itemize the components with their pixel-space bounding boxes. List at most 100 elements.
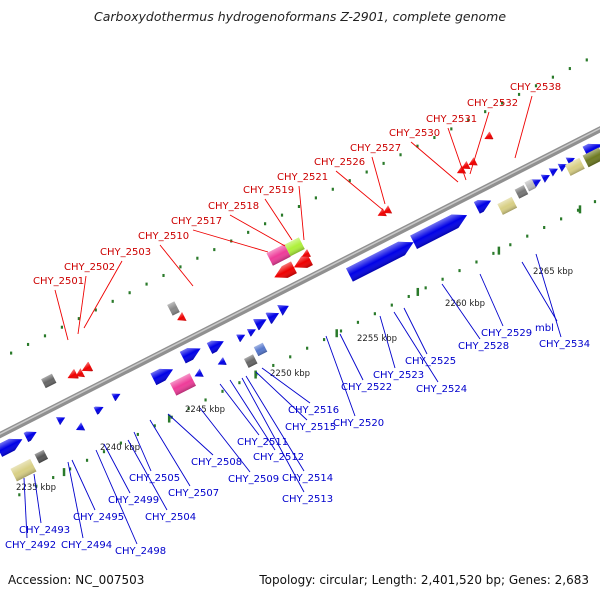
gray-feature[interactable] [514, 185, 529, 199]
gene-label[interactable]: CHY_2509 [228, 474, 279, 485]
reverse-gene[interactable] [175, 312, 187, 325]
forward-gene[interactable] [557, 160, 569, 172]
gene-label[interactable]: CHY_2529 [481, 328, 532, 339]
pink-feature[interactable] [170, 373, 196, 396]
forward-gene[interactable] [150, 364, 176, 386]
tick-mark-bottom [238, 381, 241, 385]
forward-gene[interactable] [23, 428, 39, 442]
gene-label[interactable]: CHY_2516 [288, 405, 339, 416]
tick-mark-bottom [306, 346, 309, 350]
gene-label[interactable]: CHY_2504 [145, 512, 196, 523]
forward-gene[interactable] [473, 195, 494, 214]
gene-label[interactable]: CHY_2508 [191, 457, 242, 468]
gene-label[interactable]: CHY_2513 [282, 494, 333, 505]
gene-label[interactable]: CHY_2512 [253, 452, 304, 463]
gene-label[interactable]: mbl [535, 323, 554, 334]
gene-label[interactable]: CHY_2498 [115, 546, 166, 557]
gene-label[interactable]: CHY_2507 [168, 488, 219, 499]
gene-label[interactable]: CHY_2505 [129, 473, 180, 484]
forward-gene[interactable] [216, 357, 227, 368]
gene-label[interactable]: CHY_2528 [458, 341, 509, 352]
tick-mark-bottom [221, 389, 224, 393]
forward-gene[interactable] [265, 308, 282, 324]
forward-gene[interactable] [540, 171, 552, 183]
gray-feature-shading [167, 301, 180, 316]
forward-gene[interactable] [410, 208, 470, 250]
forward-gene[interactable] [548, 165, 560, 177]
gene-label[interactable]: CHY_2523 [373, 370, 424, 381]
lime-feature[interactable] [284, 237, 305, 257]
reverse-gene[interactable] [271, 261, 297, 284]
forward-gene[interactable] [55, 414, 67, 426]
gene-label[interactable]: CHY_2494 [61, 540, 112, 551]
gene-label[interactable]: CHY_2510 [138, 231, 189, 242]
forward-gene[interactable] [246, 326, 258, 337]
tick-mark-top [60, 325, 64, 329]
reverse-gene[interactable] [300, 249, 311, 260]
forward-gene[interactable] [179, 343, 204, 364]
forward-gene[interactable] [93, 403, 106, 415]
reverse-gene[interactable] [381, 205, 393, 217]
tick-mark-top [534, 84, 538, 88]
gene-label[interactable]: CHY_2530 [389, 128, 440, 139]
gene-label[interactable]: CHY_2493 [19, 525, 70, 536]
gene-label[interactable]: CHY_2527 [350, 143, 401, 154]
scale-tick [416, 287, 420, 296]
gene-label[interactable]: CHY_2526 [314, 157, 365, 168]
gene-label[interactable]: CHY_2501 [33, 276, 84, 287]
reverse-gene[interactable] [80, 361, 93, 375]
reverse-gene[interactable] [73, 368, 85, 381]
gene-label[interactable]: CHY_2524 [416, 384, 467, 395]
gene-label[interactable]: CHY_2492 [5, 540, 56, 551]
forward-gene[interactable] [206, 336, 227, 354]
reverse-gene-shading [484, 131, 494, 140]
forward-gene[interactable] [346, 236, 417, 282]
forward-gene[interactable] [565, 154, 577, 166]
tick-mark-bottom [576, 208, 580, 212]
reverse-gene[interactable] [455, 165, 467, 177]
gene-label[interactable]: CHY_2521 [277, 172, 328, 183]
forward-gene[interactable] [74, 422, 86, 434]
reverse-gene[interactable] [291, 253, 313, 273]
khaki-feature[interactable] [497, 196, 518, 215]
forward-gene[interactable] [111, 390, 123, 402]
khaki-feature[interactable] [10, 458, 37, 482]
gene-label[interactable]: CHY_2520 [333, 418, 384, 429]
gene-label[interactable]: CHY_2525 [405, 356, 456, 367]
gene-label[interactable]: CHY_2515 [285, 422, 336, 433]
reverse-gene[interactable] [466, 157, 478, 169]
forward-gene[interactable] [236, 331, 247, 342]
reverse-gene[interactable] [483, 131, 494, 143]
gene-label[interactable]: CHY_2514 [282, 473, 333, 484]
gene-label[interactable]: CHY_2522 [341, 382, 392, 393]
gene-label[interactable]: CHY_2502 [64, 262, 115, 273]
forward-gene[interactable] [0, 434, 25, 457]
gray-feature[interactable] [41, 373, 57, 389]
reverse-gene[interactable] [376, 208, 387, 220]
gene-label[interactable]: CHY_2503 [100, 247, 151, 258]
gray-feature[interactable] [167, 301, 180, 316]
khaki-feature[interactable] [565, 157, 585, 176]
gene-label[interactable]: CHY_2517 [171, 216, 222, 227]
scale-tick [62, 468, 66, 477]
forward-gene[interactable] [277, 301, 291, 316]
pink-feature[interactable] [266, 244, 291, 266]
gray-feature[interactable] [524, 178, 537, 192]
gene-label[interactable]: CHY_2538 [510, 82, 561, 93]
gene-label[interactable]: CHY_2495 [73, 512, 124, 523]
gene-label[interactable]: CHY_2511 [237, 437, 288, 448]
leader-line [229, 379, 276, 451]
reverse-gene[interactable] [459, 160, 471, 173]
gene-label[interactable]: CHY_2534 [539, 339, 590, 350]
olive-feature[interactable] [582, 147, 600, 168]
steel-feature[interactable] [253, 342, 268, 357]
gene-label[interactable]: CHY_2519 [243, 185, 294, 196]
gene-label[interactable]: CHY_2499 [108, 495, 159, 506]
gray-feature[interactable] [34, 449, 49, 464]
forward-gene[interactable] [193, 368, 204, 381]
gene-label[interactable]: CHY_2518 [208, 201, 259, 212]
forward-gene[interactable] [253, 314, 269, 331]
gray-feature[interactable] [244, 354, 258, 368]
gene-label[interactable]: CHY_2532 [467, 98, 518, 109]
gene-label[interactable]: CHY_2531 [426, 114, 477, 125]
